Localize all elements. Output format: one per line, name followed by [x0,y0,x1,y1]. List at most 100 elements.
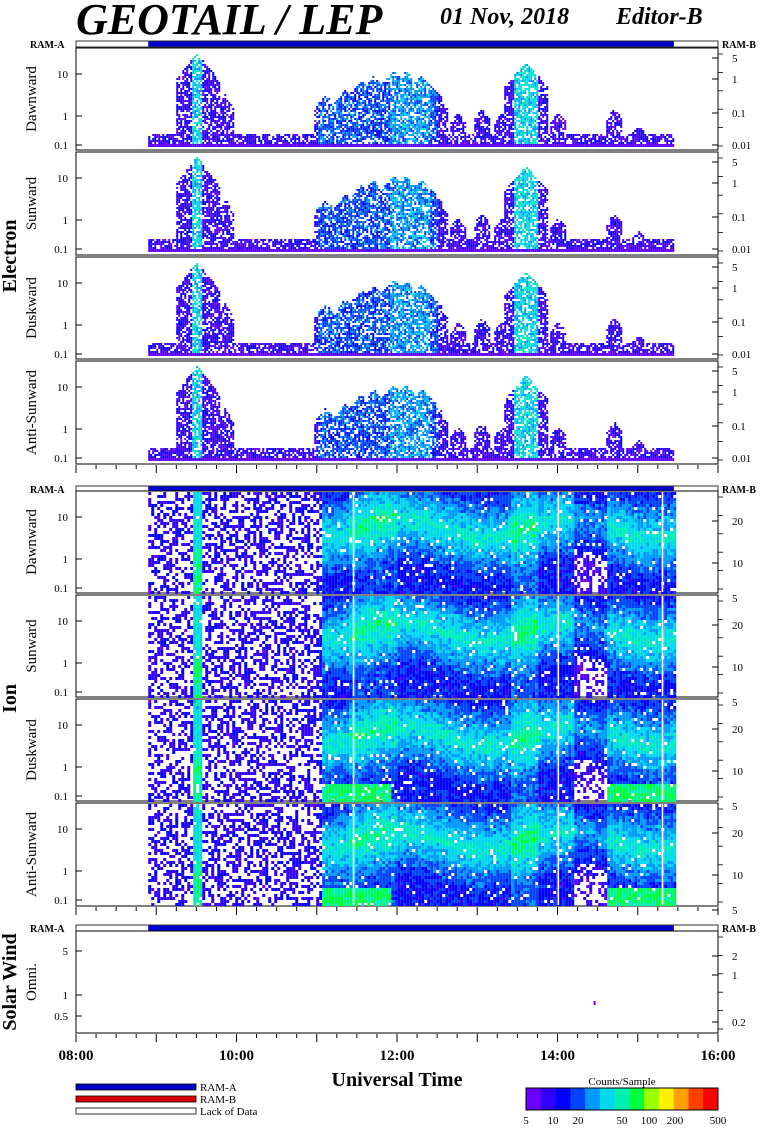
heatmap-cell [234,136,236,138]
heatmap-cell [440,110,442,112]
heatmap-cell [394,76,396,78]
heatmap-cell [346,138,348,140]
heatmap-cell [296,142,298,144]
heatmap-cell [228,126,230,128]
heatmap-cell [518,88,520,90]
heatmap-cell [502,142,504,144]
heatmap-cell [322,144,324,147]
heatmap-cell [438,94,440,96]
heatmap-cell [392,144,394,147]
heatmap-cell [404,76,406,78]
heatmap-cell [404,100,406,102]
heatmap-cell [212,74,214,76]
heatmap-cell [192,112,194,114]
heatmap-cell [252,140,254,142]
heatmap-cell [356,124,358,126]
heatmap-cell [178,142,180,144]
heatmap-cell [198,118,200,120]
heatmap-cell [208,74,210,76]
heatmap-cell [388,116,390,118]
heatmap-cell [188,120,190,122]
heatmap-cell [490,134,492,136]
heatmap-cell [178,128,180,130]
heatmap-cell [344,136,346,138]
heatmap-cell [486,144,488,147]
heatmap-cell [212,76,214,78]
heatmap-cell [364,132,366,134]
heatmap-cell [212,84,214,86]
heatmap-cell [386,82,388,84]
heatmap-cell [184,132,186,134]
heatmap-cell [360,108,362,110]
heatmap-cell [206,132,208,134]
heatmap-cell [188,116,190,118]
heatmap-cell [402,112,404,114]
heatmap-cell [440,116,442,118]
heatmap-cell [424,116,426,118]
heatmap-cell [398,126,400,128]
heatmap-cell [180,98,182,100]
heatmap-cell [282,136,284,138]
heatmap-cell [340,108,342,110]
heatmap-cell [430,86,432,88]
heatmap-cell [410,82,412,84]
heatmap-cell [398,110,400,112]
heatmap-cell [458,124,460,126]
heatmap-cell [430,106,432,108]
heatmap-cell [500,134,502,136]
heatmap-cell [192,76,194,78]
heatmap-cell [186,82,188,84]
heatmap-cell [432,94,434,96]
heatmap-cell [182,78,184,80]
heatmap-cell [318,126,320,128]
heatmap-cell [204,70,206,72]
heatmap-cell [200,134,202,136]
heatmap-cell [422,88,424,90]
heatmap-cell [226,144,228,147]
heatmap-cell [444,136,446,138]
heatmap-cell [430,108,432,110]
heatmap-cell [386,98,388,100]
heatmap-cell [180,102,182,104]
heatmap-cell [366,126,368,128]
heatmap-cell [232,144,234,147]
heatmap-cell [202,110,204,112]
heatmap-cell [194,136,196,138]
heatmap-cell [218,124,220,126]
heatmap-cell [374,136,376,138]
heatmap-cell [436,98,438,100]
heatmap-cell [222,106,224,108]
heatmap-cell [376,122,378,124]
heatmap-cell [328,134,330,136]
heatmap-cell [404,84,406,86]
heatmap-cell [204,104,206,106]
heatmap-cell [190,130,192,132]
heatmap-cell [500,116,502,118]
heatmap-cell [182,70,184,72]
heatmap-cell [184,92,186,94]
heatmap-cell [250,138,252,140]
heatmap-cell [204,114,206,116]
heatmap-cell [376,98,378,100]
heatmap-cell [208,84,210,86]
heatmap-cell [514,112,516,114]
heatmap-cell [402,88,404,90]
heatmap-cell [164,136,166,138]
heatmap-cell [226,130,228,132]
heatmap-cell [442,106,444,108]
heatmap-cell [202,90,204,92]
heatmap-cell [446,108,448,110]
heatmap-cell [430,138,432,140]
heatmap-cell [220,104,222,106]
heatmap-cell [510,138,512,140]
heatmap-cell [520,120,522,122]
heatmap-cell [202,138,204,140]
heatmap-cell [410,130,412,132]
heatmap-cell [408,110,410,112]
heatmap-cell [428,90,430,92]
heatmap-cell [192,80,194,82]
heatmap-cell [430,144,432,147]
heatmap-cell [366,104,368,106]
heatmap-cell [504,118,506,120]
heatmap-cell [374,110,376,112]
